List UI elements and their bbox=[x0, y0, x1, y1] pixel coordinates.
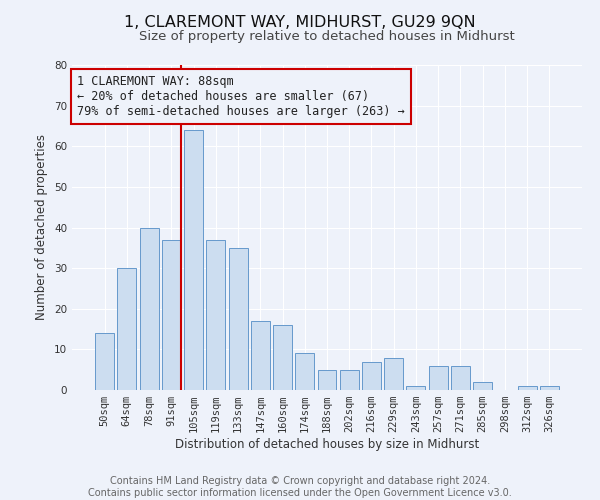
Bar bbox=[362, 362, 381, 390]
Bar bbox=[162, 240, 181, 390]
Bar bbox=[518, 386, 536, 390]
Bar bbox=[429, 366, 448, 390]
Bar bbox=[206, 240, 225, 390]
Bar bbox=[229, 248, 248, 390]
Bar bbox=[384, 358, 403, 390]
Bar bbox=[317, 370, 337, 390]
Text: Contains HM Land Registry data © Crown copyright and database right 2024.
Contai: Contains HM Land Registry data © Crown c… bbox=[88, 476, 512, 498]
Bar bbox=[540, 386, 559, 390]
Text: 1, CLAREMONT WAY, MIDHURST, GU29 9QN: 1, CLAREMONT WAY, MIDHURST, GU29 9QN bbox=[124, 15, 476, 30]
Bar bbox=[118, 268, 136, 390]
Y-axis label: Number of detached properties: Number of detached properties bbox=[35, 134, 49, 320]
Bar bbox=[451, 366, 470, 390]
Bar bbox=[95, 333, 114, 390]
Bar bbox=[251, 321, 270, 390]
Bar bbox=[340, 370, 359, 390]
Bar bbox=[406, 386, 425, 390]
Bar bbox=[273, 325, 292, 390]
Text: 1 CLAREMONT WAY: 88sqm
← 20% of detached houses are smaller (67)
79% of semi-det: 1 CLAREMONT WAY: 88sqm ← 20% of detached… bbox=[77, 74, 405, 118]
X-axis label: Distribution of detached houses by size in Midhurst: Distribution of detached houses by size … bbox=[175, 438, 479, 451]
Bar bbox=[140, 228, 158, 390]
Title: Size of property relative to detached houses in Midhurst: Size of property relative to detached ho… bbox=[139, 30, 515, 43]
Bar bbox=[295, 354, 314, 390]
Bar bbox=[184, 130, 203, 390]
Bar bbox=[473, 382, 492, 390]
